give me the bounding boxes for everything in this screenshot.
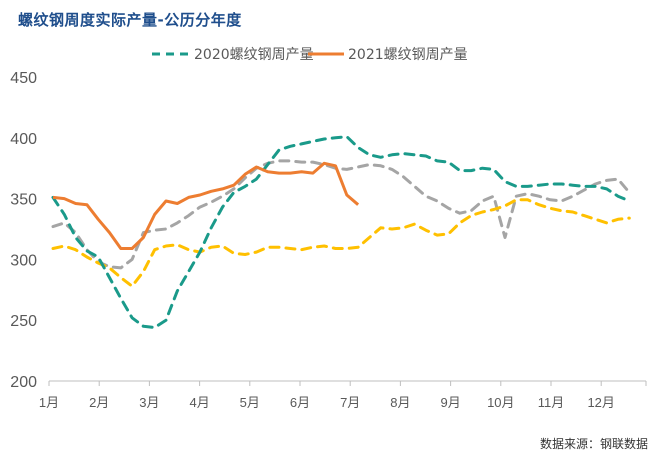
legend-item-2020: 2020螺纹钢周产量 xyxy=(150,44,314,64)
x-tick-label: 1月 xyxy=(39,395,59,410)
series-lines xyxy=(51,135,631,329)
y-tick-label: 300 xyxy=(10,252,37,269)
legend-dashed-line-icon xyxy=(152,52,190,56)
y-tick-label: 450 xyxy=(10,70,37,87)
y-tick-label: 250 xyxy=(10,313,37,330)
series-line-1 xyxy=(51,198,631,288)
x-tick-label: 9月 xyxy=(440,395,460,410)
legend-item-2021: 2021螺纹钢周产量 xyxy=(308,44,468,64)
x-axis: 1月 2月 3月 4月 5月 6月 7月 8月 9月 10月 11月 12月 xyxy=(39,380,647,410)
x-tick-label: 4月 xyxy=(189,395,209,410)
series-line-2 xyxy=(51,135,631,329)
x-tick-label: 5月 xyxy=(240,395,260,410)
legend-solid-line-icon xyxy=(308,52,344,56)
legend-label-2020: 2020螺纹钢周产量 xyxy=(194,47,314,63)
x-tick-label: 8月 xyxy=(390,395,410,410)
x-tick-label: 10月 xyxy=(487,395,514,410)
series-line-3 xyxy=(52,161,360,250)
chart-title: 螺纹钢周度实际产量-公历分年度 xyxy=(18,11,242,29)
y-tick-label: 200 xyxy=(10,374,37,391)
y-axis: 200 250 300 350 400 450 xyxy=(10,70,37,391)
data-source: 数据来源：钢联数据 xyxy=(539,437,648,451)
x-tick-label: 7月 xyxy=(340,395,360,410)
x-tick-label: 12月 xyxy=(587,395,614,410)
y-tick-label: 350 xyxy=(10,192,37,209)
x-tick-label: 2月 xyxy=(89,395,109,410)
legend-label-2021: 2021螺纹钢周产量 xyxy=(348,47,468,63)
series-line-0 xyxy=(51,159,631,270)
x-tick-label: 3月 xyxy=(139,395,159,410)
x-tick-label: 11月 xyxy=(538,395,565,410)
x-tick-label: 6月 xyxy=(290,395,310,410)
y-tick-label: 400 xyxy=(10,131,37,148)
